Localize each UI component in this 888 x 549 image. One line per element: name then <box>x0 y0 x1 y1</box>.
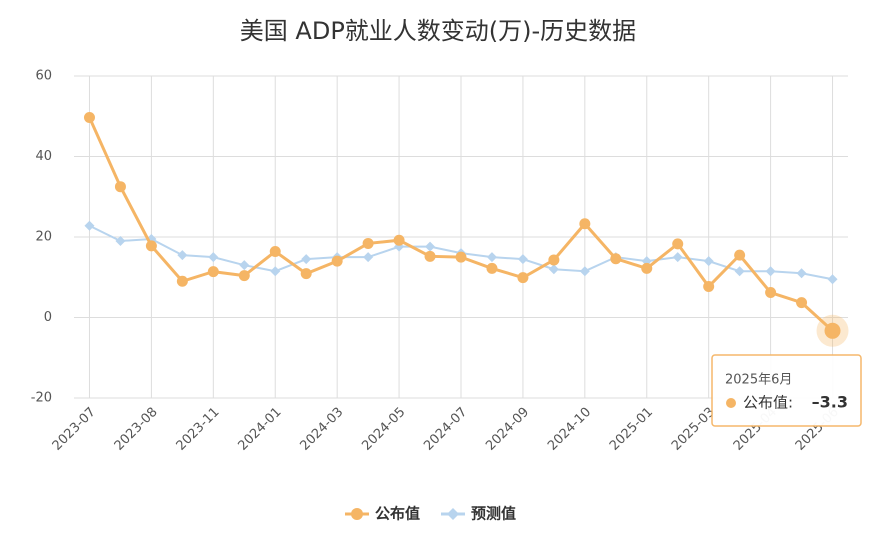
y-tick-label: 40 <box>35 149 52 164</box>
x-tick-label: 2025-01 <box>607 405 656 454</box>
tooltip-box <box>711 354 862 427</box>
point <box>239 260 250 271</box>
point <box>84 220 95 231</box>
point <box>796 268 807 279</box>
point <box>207 266 219 278</box>
x-tick-label: 2024-10 <box>545 405 594 454</box>
y-tick-label: -20 <box>31 391 52 406</box>
point <box>455 251 467 263</box>
point <box>672 238 684 250</box>
point <box>300 268 312 280</box>
point <box>579 218 591 230</box>
point <box>363 252 374 263</box>
point <box>796 297 808 309</box>
x-tick-label: 2024-07 <box>421 405 470 454</box>
point <box>734 249 746 261</box>
point <box>424 250 436 262</box>
x-tick-label: 2023-11 <box>174 405 223 454</box>
x-tick-label: 2024-01 <box>236 405 285 454</box>
point <box>765 287 777 299</box>
x-tick-label: 2023-08 <box>112 405 161 454</box>
legend-label: 预测值 <box>471 505 516 523</box>
point <box>672 252 683 263</box>
point <box>827 274 838 285</box>
point <box>331 255 343 267</box>
tooltip-value: –3.3 <box>812 393 848 412</box>
point <box>548 264 559 275</box>
tooltip-dot <box>726 398 736 408</box>
point <box>238 270 250 282</box>
chart-title: 美国 ADP就业人数变动(万)-历史数据 <box>240 17 636 45</box>
point <box>83 111 95 123</box>
point <box>641 262 653 274</box>
point <box>177 250 188 261</box>
point <box>145 240 157 252</box>
point <box>362 237 374 249</box>
y-tick-label: 20 <box>35 230 52 245</box>
point <box>425 241 436 252</box>
legend-marker <box>351 508 363 520</box>
point <box>486 262 498 274</box>
tooltip-title: 2025年6月 <box>725 373 792 388</box>
tooltip-label: 公布值: <box>743 394 793 412</box>
legend-label: 公布值 <box>375 505 420 523</box>
point <box>548 254 560 266</box>
x-tick-label: 2024-03 <box>297 405 346 454</box>
point <box>393 234 405 246</box>
x-tick-label: 2023-07 <box>50 405 99 454</box>
point <box>703 281 715 293</box>
x-tick-label: 2025-03 <box>669 405 718 454</box>
point <box>114 181 126 193</box>
point <box>270 266 281 277</box>
point <box>610 253 622 265</box>
point <box>734 266 745 277</box>
y-tick-label: 60 <box>35 69 52 84</box>
point <box>115 236 126 247</box>
point <box>765 266 776 277</box>
point <box>208 252 219 263</box>
y-tick-label: 0 <box>44 310 52 325</box>
point <box>301 254 312 265</box>
x-tick-label: 2024-09 <box>483 405 532 454</box>
highlight-point <box>824 322 841 339</box>
point <box>517 254 528 265</box>
point <box>176 275 188 287</box>
legend-marker <box>447 508 459 520</box>
point <box>269 245 281 257</box>
point <box>703 256 714 267</box>
x-tick-label: 2024-05 <box>359 405 408 454</box>
point <box>517 272 529 284</box>
point <box>486 252 497 263</box>
point <box>579 266 590 277</box>
